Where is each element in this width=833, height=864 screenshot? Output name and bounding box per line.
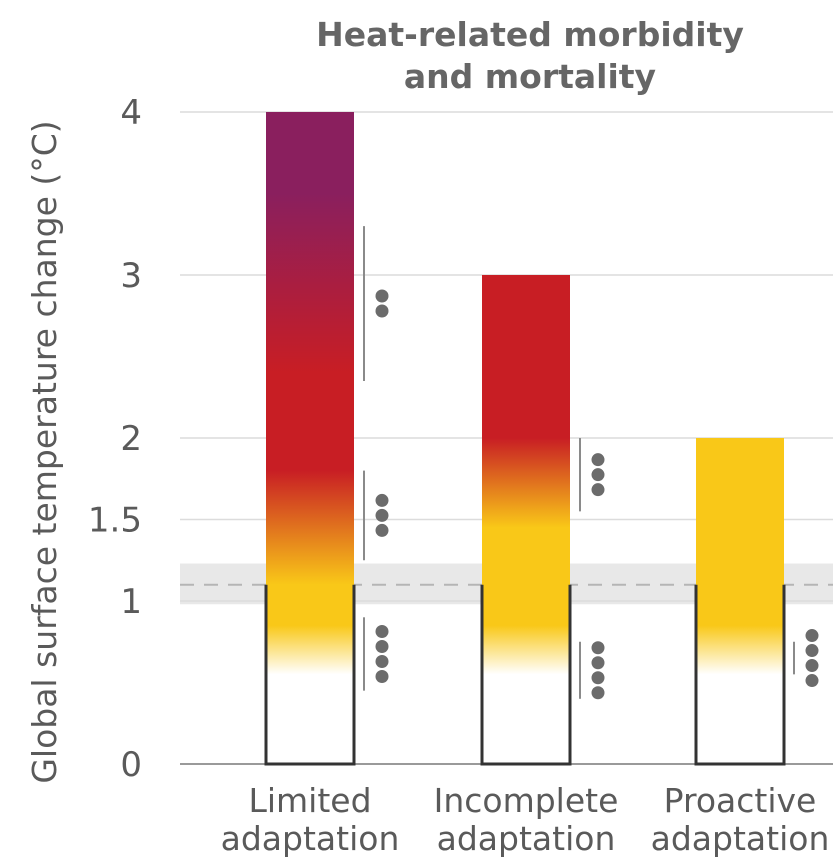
y-tick-label: 1 <box>120 582 142 622</box>
category-label-line-1: Incomplete <box>434 781 619 820</box>
bar <box>696 438 784 764</box>
category-label-line-1: Proactive <box>664 781 817 820</box>
confidence-dot <box>591 468 605 482</box>
bar <box>266 112 354 764</box>
confidence-dot <box>591 656 605 670</box>
category-label-line-2: adaptation <box>221 819 400 858</box>
confidence-dot <box>375 289 389 303</box>
chart-title-line-2: and mortality <box>404 57 656 96</box>
category-label-line-2: adaptation <box>651 819 830 858</box>
confidence-dot <box>375 654 389 668</box>
category-label-line-1: Limited <box>248 781 371 820</box>
confidence-dot <box>805 644 819 658</box>
y-tick-label: 0 <box>120 745 142 785</box>
confidence-dot <box>375 624 389 638</box>
bar-current-outline <box>264 584 356 766</box>
confidence-dot <box>805 629 819 643</box>
bar <box>482 275 570 764</box>
y-tick-label: 3 <box>120 256 142 296</box>
confidence-dot <box>591 483 605 497</box>
confidence-dot <box>375 669 389 683</box>
confidence-dot <box>591 671 605 685</box>
bar-current-outline <box>480 584 572 766</box>
confidence-dot <box>375 493 389 507</box>
confidence-dot <box>375 508 389 522</box>
confidence-dot <box>805 674 819 688</box>
bar-current-outline <box>694 584 786 766</box>
y-tick-label: 2 <box>120 419 142 459</box>
confidence-dot <box>591 641 605 655</box>
confidence-dot <box>375 304 389 318</box>
chart-title-line-1: Heat-related morbidity <box>316 15 744 54</box>
confidence-dot <box>591 686 605 700</box>
category-label-line-2: adaptation <box>437 819 616 858</box>
y-tick-label: 1.5 <box>88 501 142 541</box>
confidence-dot <box>805 659 819 673</box>
y-tick-label: 4 <box>120 93 142 133</box>
y-axis-label: Global surface temperature change (°C) <box>25 120 64 783</box>
confidence-dot <box>375 639 389 653</box>
confidence-dot <box>591 453 605 467</box>
confidence-dot <box>375 523 389 537</box>
